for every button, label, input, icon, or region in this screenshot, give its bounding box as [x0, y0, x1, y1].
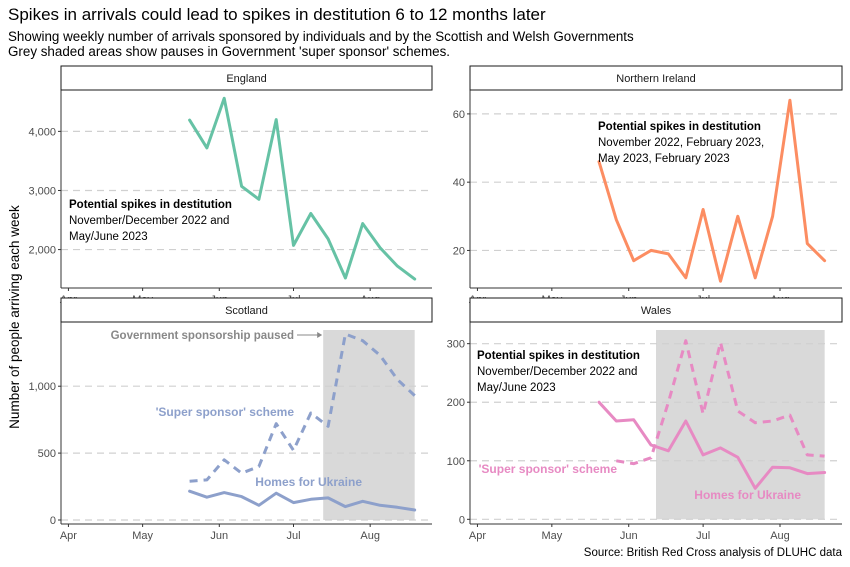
scotland-x-tick-label: Aug [360, 530, 380, 542]
wales-series-label: 'Super sponsor' scheme [479, 462, 618, 476]
northern-ireland-y-tick-label: 20 [453, 245, 465, 257]
northern-ireland-y-tick-label: 60 [453, 109, 465, 121]
scotland-series-line-main [188, 489, 417, 512]
northern-ireland-annotation-line: May 2023, February 2023 [598, 153, 730, 165]
england-strip-label: England [226, 73, 266, 85]
wales-y-tick-label: 200 [447, 397, 465, 409]
scotland-pause-shade [323, 330, 415, 520]
northern-ireland-y-tick-label: 40 [453, 177, 465, 189]
northern-ireland-series-line-main [597, 98, 827, 283]
y-axis-label: Number of people arriving each week [7, 205, 22, 429]
wales-x-tick-label: Apr [469, 530, 486, 542]
chart-subtitle-line-1: Showing weekly number of arrivals sponso… [8, 29, 634, 44]
england-y-tick-label: 3,000 [28, 185, 56, 197]
northern-ireland-annotation-line: November 2022, February 2023, [598, 137, 764, 149]
scotland-x-tick-label: Jul [286, 530, 300, 542]
chart-title: Spikes in arrivals could lead to spikes … [8, 5, 546, 24]
scotland-pause-arrowhead [317, 332, 323, 338]
wales-strip-label: Wales [641, 305, 672, 317]
england-y-tick-label: 4,000 [28, 126, 56, 138]
scotland-y-tick-label: 1,000 [28, 381, 56, 393]
chart-subtitle-line-2: Grey shaded areas show pauses in Governm… [8, 44, 451, 59]
wales-y-tick-label: 0 [459, 514, 465, 526]
wales-y-tick-label: 100 [447, 456, 465, 468]
scotland-series-label: Homes for Ukraine [255, 475, 362, 489]
wales-x-tick-label: Aug [770, 530, 790, 542]
wales-series-line-super-sponsor [616, 339, 825, 466]
wales-strip [469, 297, 843, 323]
wales-x-tick-label: Jun [620, 530, 638, 542]
england-annotation-heading: Potential spikes in destitution [69, 199, 232, 211]
england-annotation-line: May/June 2023 [69, 231, 148, 243]
wales-series-label: Homes for Ukraine [694, 488, 801, 502]
wales-annotation-heading: Potential spikes in destitution [477, 350, 640, 362]
scotland-x-tick-label: Jun [210, 530, 228, 542]
england-series-line-main [188, 96, 417, 281]
scotland-x-tick-label: May [132, 530, 153, 542]
england-annotation-line: November/December 2022 and [69, 215, 229, 227]
wales-x-tick-label: Jul [696, 530, 710, 542]
wales-annotation-line: May/June 2023 [477, 382, 556, 394]
scotland-y-tick-label: 0 [50, 515, 56, 527]
source-caption: Source: British Red Cross analysis of DL… [584, 547, 843, 559]
scotland-pause-label: Government sponsorship paused [111, 330, 294, 342]
scotland-strip-label: Scotland [225, 305, 268, 317]
wales-annotation-line: November/December 2022 and [477, 366, 637, 378]
scotland-series-label: 'Super sponsor' scheme [156, 405, 295, 419]
wales-y-tick-label: 300 [447, 339, 465, 351]
scotland-x-tick-label: Apr [60, 530, 77, 542]
wales-x-tick-label: May [541, 530, 562, 542]
england-y-tick-label: 2,000 [28, 245, 56, 257]
scotland-y-tick-label: 500 [38, 448, 56, 460]
england-strip [60, 65, 433, 91]
scotland-series-line-super-sponsor [189, 332, 416, 483]
northern-ireland-annotation-heading: Potential spikes in destitution [598, 121, 761, 133]
northern-ireland-strip-label: Northern Ireland [616, 73, 696, 85]
northern-ireland-strip [469, 65, 843, 91]
wales-series-line-main [597, 400, 827, 490]
scotland-strip [60, 297, 433, 323]
